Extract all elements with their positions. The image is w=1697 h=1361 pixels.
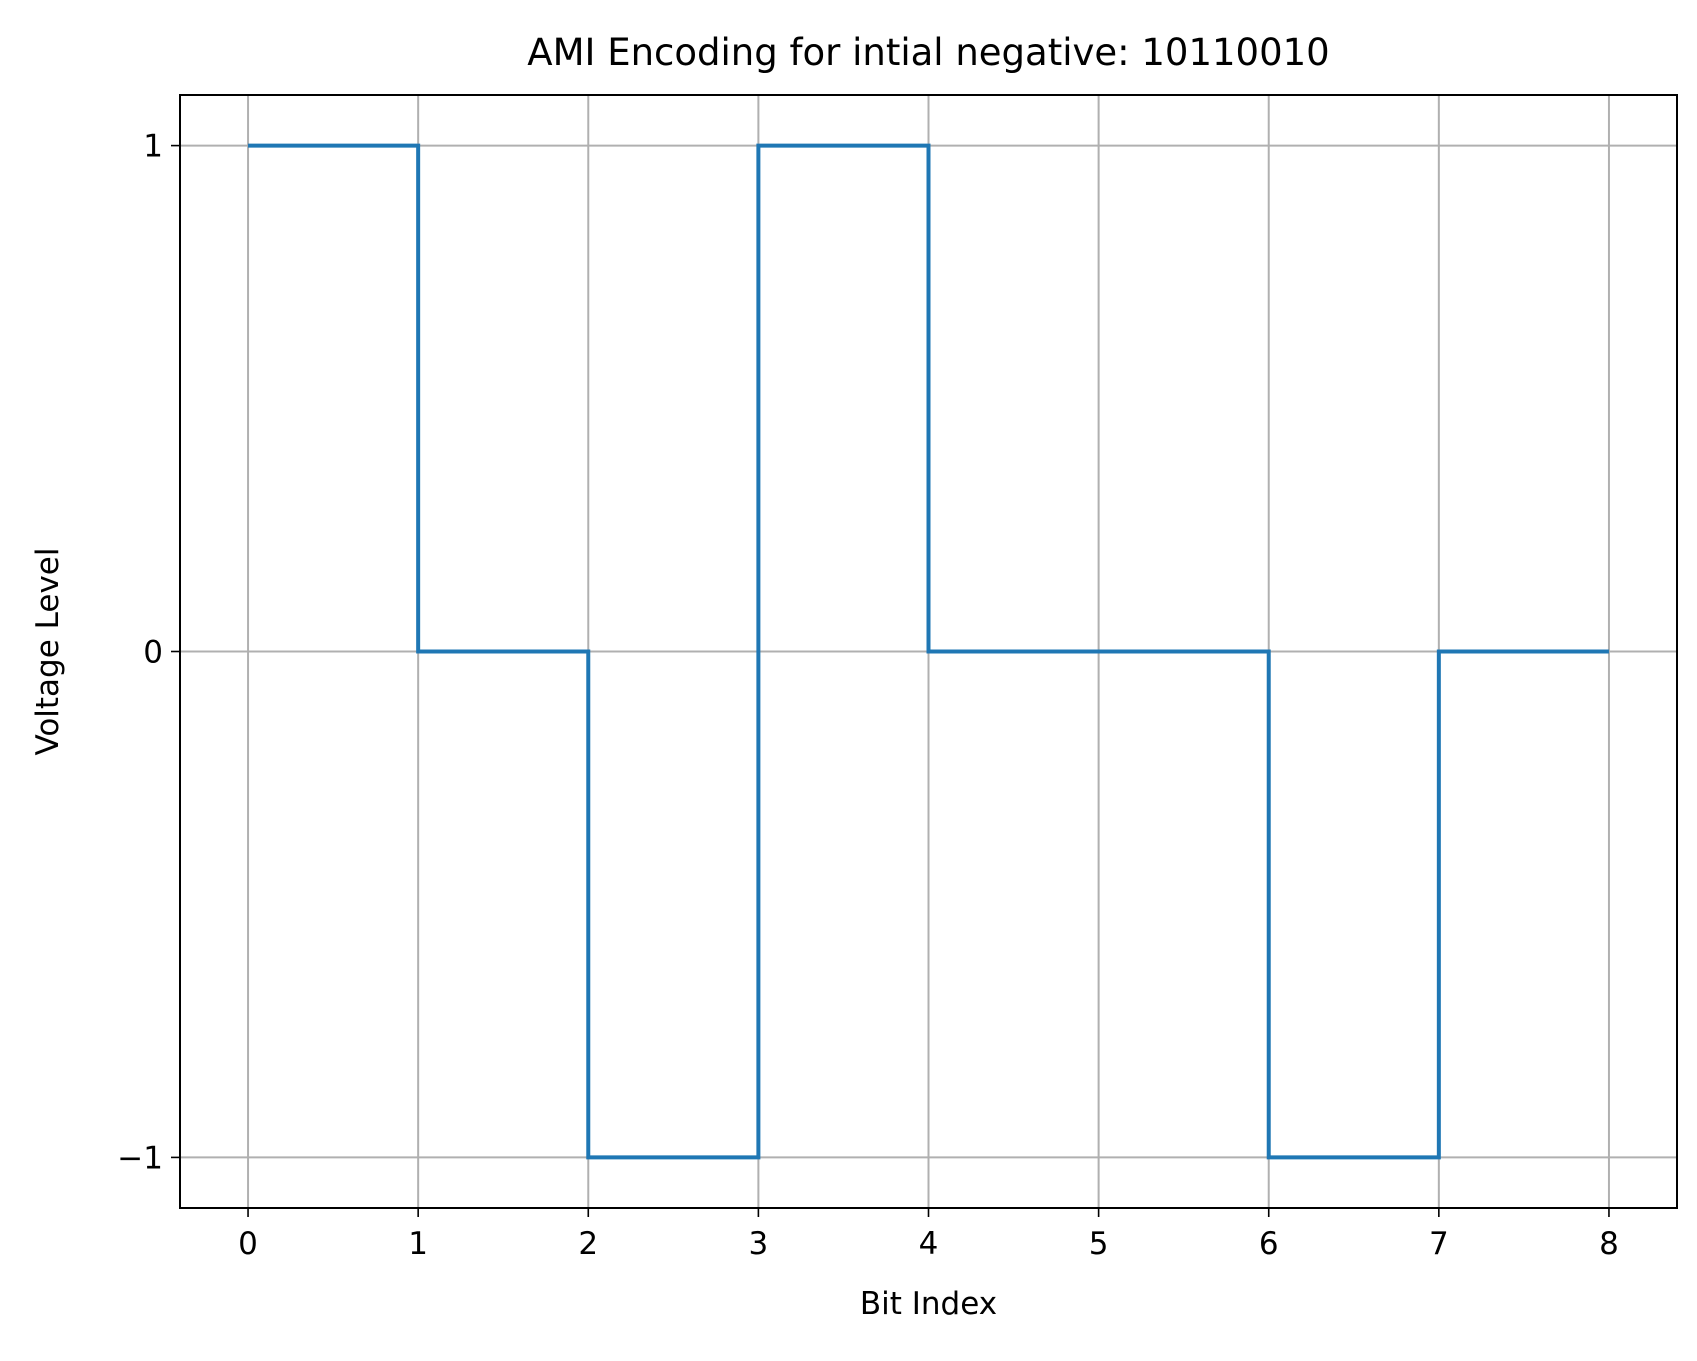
y-tick-label: −1 <box>117 1140 163 1176</box>
y-tick-label: 1 <box>143 129 163 165</box>
x-tick-label: 5 <box>1089 1226 1109 1262</box>
x-tick-label: 8 <box>1599 1226 1619 1262</box>
x-tick-label: 7 <box>1429 1226 1449 1262</box>
x-tick-label: 1 <box>408 1226 428 1262</box>
x-tick-label: 3 <box>749 1226 769 1262</box>
series-layer <box>248 143 1609 1160</box>
x-tick-label: 4 <box>919 1226 939 1262</box>
x-tick-label: 0 <box>238 1226 258 1262</box>
y-tick-label: 0 <box>143 635 163 671</box>
x-axis-title: Bit Index <box>860 1286 997 1322</box>
y-axis-title: Voltage Level <box>30 548 66 756</box>
chart-title: AMI Encoding for intial negative: 101100… <box>527 31 1329 74</box>
ticks: 0 1 2 3 4 5 6 7 8 −1 0 1 <box>117 129 1619 1262</box>
ami-signal-line <box>248 143 1609 1160</box>
x-tick-label: 2 <box>578 1226 598 1262</box>
x-tick-label: 6 <box>1259 1226 1279 1262</box>
